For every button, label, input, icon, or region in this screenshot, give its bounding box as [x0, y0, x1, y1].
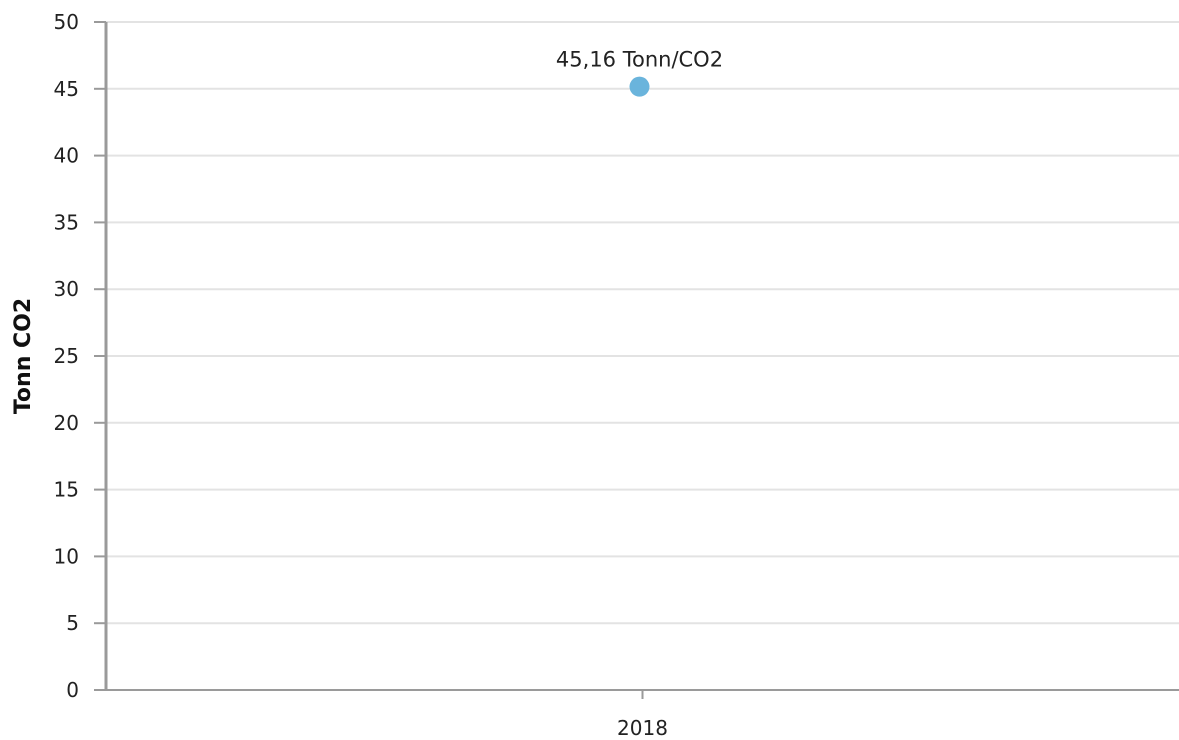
y-tick-label: 30	[54, 277, 79, 301]
y-tick-label: 40	[54, 144, 79, 168]
y-tick-label: 50	[54, 10, 79, 34]
y-tick-label: 45	[54, 77, 79, 101]
x-tick-label: 2018	[617, 716, 668, 740]
data-point[interactable]	[629, 76, 650, 97]
y-tick-label: 35	[54, 210, 79, 234]
data-label: 45,16 Tonn/CO2	[556, 48, 723, 72]
y-axis-title: Tonn CO2	[11, 298, 36, 414]
y-tick-label: 0	[66, 678, 79, 702]
y-tick-label: 25	[54, 344, 79, 368]
gridlines	[106, 21, 1179, 625]
y-tick-label: 20	[54, 411, 79, 435]
x-axis-ticks: 2018	[617, 690, 668, 740]
data-points: 45,16 Tonn/CO2	[556, 48, 723, 97]
y-tick-label: 5	[66, 611, 79, 635]
y-tick-label: 10	[54, 544, 79, 568]
y-axis-ticks: 0 5 10 15 20 25 30 35 40 45 50	[54, 10, 106, 702]
y-tick-label: 15	[54, 478, 79, 502]
